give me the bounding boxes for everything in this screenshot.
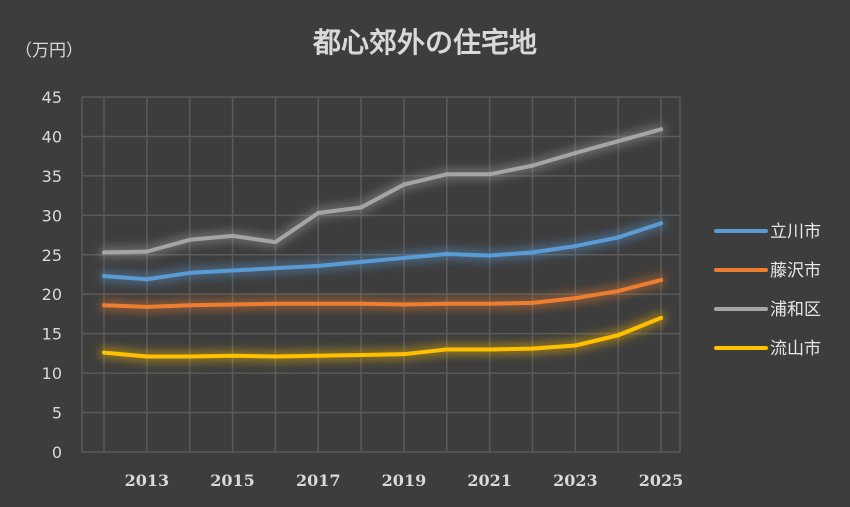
data-point <box>659 127 664 132</box>
legend-item: 流山市 <box>714 339 821 359</box>
legend-label: 流山市 <box>770 339 821 359</box>
data-point <box>530 346 535 351</box>
data-point <box>187 237 192 242</box>
series-glow <box>99 124 666 257</box>
data-point <box>616 235 621 240</box>
data-point <box>616 289 621 294</box>
y-tick-label: 5 <box>52 404 62 423</box>
data-point <box>444 301 449 306</box>
data-point <box>659 221 664 226</box>
series-line <box>102 221 664 282</box>
legend-item: 立川市 <box>714 222 821 242</box>
data-point <box>144 354 149 359</box>
data-point <box>144 249 149 254</box>
data-point <box>530 300 535 305</box>
data-point <box>487 347 492 352</box>
series-1 <box>99 218 666 284</box>
data-point <box>444 347 449 352</box>
data-point <box>102 274 106 279</box>
y-tick-label: 40 <box>42 127 62 146</box>
series-line <box>102 315 664 359</box>
x-tick-label: 2021 <box>467 471 512 490</box>
data-point <box>530 163 535 168</box>
y-tick-label: 25 <box>42 246 62 265</box>
data-point <box>230 268 235 273</box>
x-tick-label: 2023 <box>553 471 598 490</box>
data-point <box>573 151 578 156</box>
data-point <box>616 333 621 338</box>
series-line <box>102 127 664 255</box>
data-point <box>273 266 278 271</box>
data-point <box>401 352 406 357</box>
y-tick-label: 20 <box>42 285 62 304</box>
data-point <box>144 304 149 309</box>
data-point <box>359 301 364 306</box>
data-point <box>102 350 106 355</box>
data-point <box>102 250 106 255</box>
series-lines <box>99 124 666 362</box>
legend-item: 浦和区 <box>714 300 821 320</box>
data-point <box>187 354 192 359</box>
data-point <box>273 354 278 359</box>
series-4 <box>99 313 666 362</box>
data-point <box>316 210 321 215</box>
x-tick-label: 2015 <box>210 471 255 490</box>
data-point <box>273 301 278 306</box>
data-point <box>102 303 106 308</box>
data-point <box>316 301 321 306</box>
series-glow <box>99 313 666 362</box>
data-point <box>144 277 149 282</box>
data-point <box>401 182 406 187</box>
data-point <box>230 353 235 358</box>
data-point <box>659 315 664 320</box>
x-tick-label: 2019 <box>382 471 427 490</box>
y-axis-ticks: 0 5 10 15 20 25 30 35 40 45 <box>42 88 62 462</box>
data-point <box>487 301 492 306</box>
y-tick-label: 35 <box>42 167 62 186</box>
series-2 <box>99 275 666 312</box>
data-point <box>187 270 192 275</box>
data-point <box>359 205 364 210</box>
x-axis-ticks: 2013 2015 2017 2019 2021 2023 2025 <box>125 471 684 490</box>
x-tick-label: 2025 <box>639 471 684 490</box>
y-tick-label: 0 <box>52 443 62 462</box>
data-point <box>316 353 321 358</box>
data-point <box>273 240 278 245</box>
series-line <box>102 278 664 309</box>
series-glow <box>99 218 666 284</box>
data-point <box>487 253 492 258</box>
data-point <box>401 302 406 307</box>
y-tick-label: 15 <box>42 325 62 344</box>
y-unit-label: （万円） <box>15 41 83 61</box>
data-point <box>573 244 578 249</box>
data-point <box>487 172 492 177</box>
data-point <box>230 233 235 238</box>
x-tick-label: 2013 <box>125 471 170 490</box>
data-point <box>573 296 578 301</box>
data-point <box>573 343 578 348</box>
data-point <box>187 303 192 308</box>
x-tick-label: 2017 <box>296 471 341 490</box>
legend-label: 立川市 <box>770 222 821 242</box>
y-tick-label: 45 <box>42 88 62 107</box>
legend-item: 藤沢市 <box>714 261 821 281</box>
data-point <box>530 250 535 255</box>
data-point <box>316 263 321 268</box>
legend-label: 浦和区 <box>770 300 821 320</box>
data-point <box>444 172 449 177</box>
series-3 <box>99 124 666 257</box>
legend-label: 藤沢市 <box>770 261 821 281</box>
data-point <box>401 255 406 260</box>
data-point <box>359 259 364 264</box>
data-point <box>230 302 235 307</box>
data-point <box>359 352 364 357</box>
data-point <box>659 278 664 283</box>
data-point <box>616 139 621 144</box>
y-tick-label: 30 <box>42 206 62 225</box>
chart-title: 都心郊外の住宅地 <box>312 26 537 59</box>
data-point <box>444 251 449 256</box>
y-tick-label: 10 <box>42 364 62 383</box>
